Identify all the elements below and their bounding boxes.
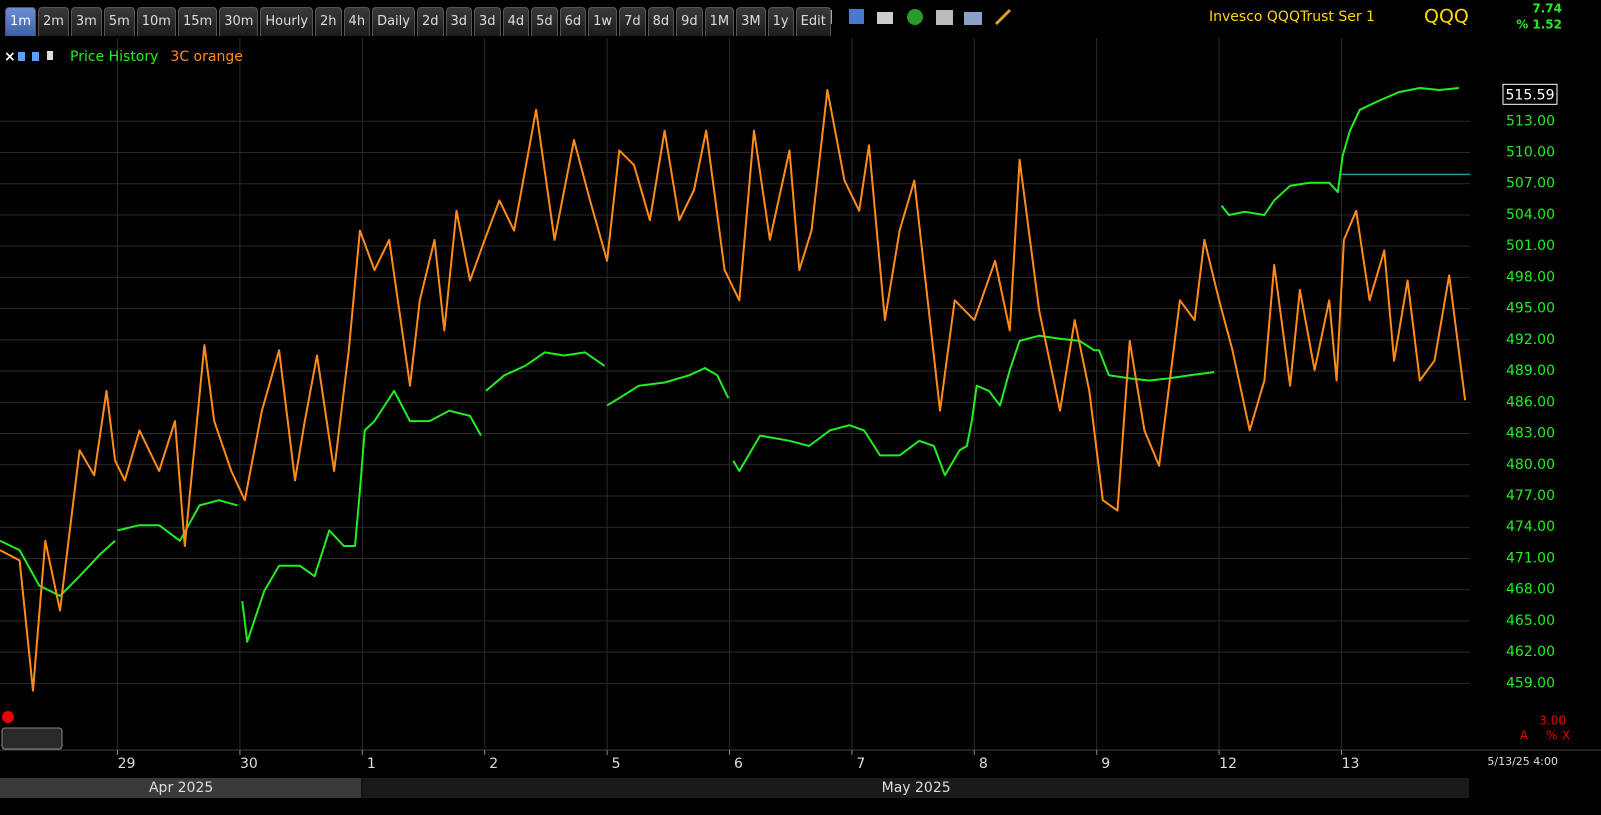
interval-tab[interactable]: 2d: [416, 7, 444, 36]
interval-tab[interactable]: Hourly: [260, 7, 314, 36]
interval-tab[interactable]: 2m: [37, 7, 69, 36]
icon[interactable]: [877, 12, 893, 24]
pane-button[interactable]: %: [1546, 729, 1557, 743]
background: [0, 38, 1601, 815]
interval-tab[interactable]: 5d: [531, 7, 558, 36]
widget[interactable]: [1, 727, 63, 750]
legend-entry[interactable]: 3C orange: [170, 49, 242, 65]
icon[interactable]: [964, 12, 982, 25]
x-axis-band: [0, 750, 1601, 778]
x-tick-label: 1: [367, 756, 376, 772]
interval-tab[interactable]: 10m: [136, 7, 176, 36]
y-tick-label: 474.00: [1506, 519, 1555, 535]
interval-tab[interactable]: 7d: [619, 7, 646, 36]
period-band: [0, 778, 362, 798]
interval-tab[interactable]: Daily: [372, 7, 415, 36]
change-pct: % 1.52: [1516, 18, 1562, 32]
y-tick-label: 498.00: [1506, 269, 1555, 285]
status-dot: [2, 711, 14, 723]
y-tick-label: 483.00: [1506, 426, 1555, 442]
legend-entry[interactable]: Price History: [70, 49, 158, 65]
icon[interactable]: [907, 9, 923, 25]
y-tick-label: 462.00: [1506, 644, 1555, 660]
interval-tab[interactable]: 4h: [343, 7, 371, 36]
pane-button[interactable]: X: [1562, 729, 1570, 743]
x-tick-label: 5: [612, 756, 621, 772]
x-tick-label: 2: [489, 756, 498, 772]
period-label: May 2025: [882, 780, 951, 796]
interval-tab[interactable]: 3m: [70, 7, 102, 36]
security-name: Invesco QQQTrust Ser 1: [1209, 9, 1375, 25]
y-tick-label: 513.00: [1506, 113, 1555, 129]
grid: [0, 38, 1470, 750]
y-tick-label: 504.00: [1506, 207, 1555, 223]
interval-tab[interactable]: 1y: [767, 7, 794, 36]
icon[interactable]: [936, 10, 953, 25]
interval-tab[interactable]: 5m: [103, 7, 135, 36]
icon[interactable]: [994, 8, 1012, 26]
x-tick-label: 29: [118, 756, 136, 772]
price-box: [1502, 83, 1558, 105]
symbol: QQQ: [1424, 6, 1469, 28]
interval-tab[interactable]: 3d: [474, 7, 501, 36]
icon[interactable]: [47, 51, 53, 60]
timestamp: 5/13/25 4:00: [1487, 755, 1558, 768]
x-tick-label: 6: [734, 756, 743, 772]
period-label: Apr 2025: [149, 780, 213, 796]
y-tick-label: 480.00: [1506, 457, 1555, 473]
interval-tab[interactable]: 30m: [219, 7, 259, 36]
y-tick-label: 510.00: [1506, 145, 1555, 161]
lower-scale: 3.00: [1539, 714, 1566, 728]
icon[interactable]: [18, 52, 25, 61]
interval-tab[interactable]: 2h: [315, 7, 342, 36]
toolbar: 1m 2m 3m 5m 10m 15m 30m Hourly 2h 4h Daily 2d 3d 3d 4d…: [0, 0, 831, 36]
interval-tab[interactable]: 8d: [647, 7, 675, 36]
close-icon[interactable]: ×: [4, 49, 16, 65]
pane-button[interactable]: A: [1520, 729, 1529, 743]
x-tick-label: 30: [240, 756, 258, 772]
y-tick-label: 489.00: [1506, 363, 1555, 379]
y-tick-label: 465.00: [1506, 613, 1555, 629]
toolbar-icons: [818, 8, 1012, 26]
y-tick-label: 501.00: [1506, 238, 1555, 254]
icon[interactable]: [849, 9, 864, 24]
interval-tab[interactable]: 1m: [5, 7, 36, 36]
y-tick-label: 477.00: [1506, 488, 1555, 504]
x-tick-label: 7: [856, 756, 865, 772]
change: 7.74: [1532, 2, 1562, 16]
x-tick-label: 8: [979, 756, 988, 772]
series-line: [0, 89, 1467, 692]
price-label: 515.59: [1506, 87, 1555, 103]
y-tick-label: 507.00: [1506, 176, 1555, 192]
interval-tab[interactable]: 1w: [588, 7, 618, 36]
interval-tab[interactable]: 6d: [559, 7, 587, 36]
y-tick-label: 495.00: [1506, 301, 1555, 317]
x-tick-label: 9: [1101, 756, 1110, 772]
period-band: [362, 778, 1469, 798]
y-tick-label: 468.00: [1506, 582, 1555, 598]
y-tick-label: 492.00: [1506, 332, 1555, 348]
interval-tab[interactable]: 9d: [676, 7, 703, 36]
y-tick-label: 486.00: [1506, 394, 1555, 410]
interval-tab[interactable]: 15m: [177, 7, 218, 36]
series-line: [0, 87, 1460, 643]
interval-tab[interactable]: Edit: [795, 7, 831, 36]
interval-tab[interactable]: 3M: [736, 7, 766, 36]
y-tick-label: 459.00: [1506, 675, 1555, 691]
interval-tab[interactable]: 1M: [704, 7, 735, 36]
x-tick-label: 13: [1342, 756, 1360, 772]
interval-tab[interactable]: 3d: [445, 7, 473, 36]
x-tick-label: 12: [1219, 756, 1237, 772]
y-tick-label: 471.00: [1506, 550, 1555, 566]
icon[interactable]: [32, 52, 39, 61]
interval-tab[interactable]: 4d: [502, 7, 530, 36]
